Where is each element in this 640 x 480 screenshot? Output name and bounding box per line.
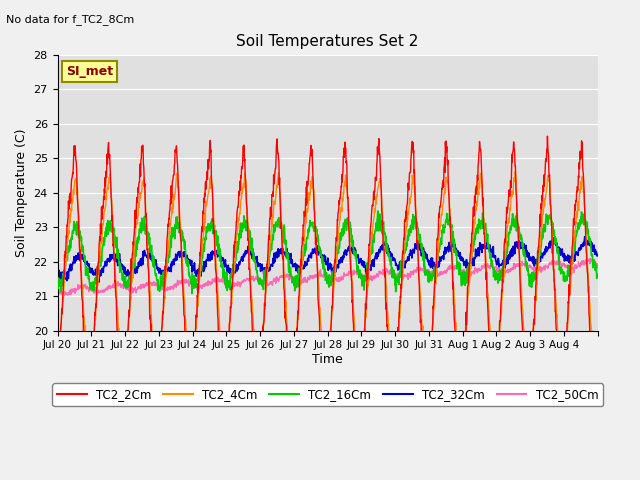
Text: SI_met: SI_met: [66, 65, 113, 78]
X-axis label: Time: Time: [312, 353, 343, 366]
Legend: TC2_2Cm, TC2_4Cm, TC2_16Cm, TC2_32Cm, TC2_50Cm: TC2_2Cm, TC2_4Cm, TC2_16Cm, TC2_32Cm, TC…: [52, 384, 603, 406]
Y-axis label: Soil Temperature (C): Soil Temperature (C): [15, 128, 28, 257]
Title: Soil Temperatures Set 2: Soil Temperatures Set 2: [236, 34, 419, 49]
Text: No data for f_TC2_8Cm: No data for f_TC2_8Cm: [6, 14, 134, 25]
